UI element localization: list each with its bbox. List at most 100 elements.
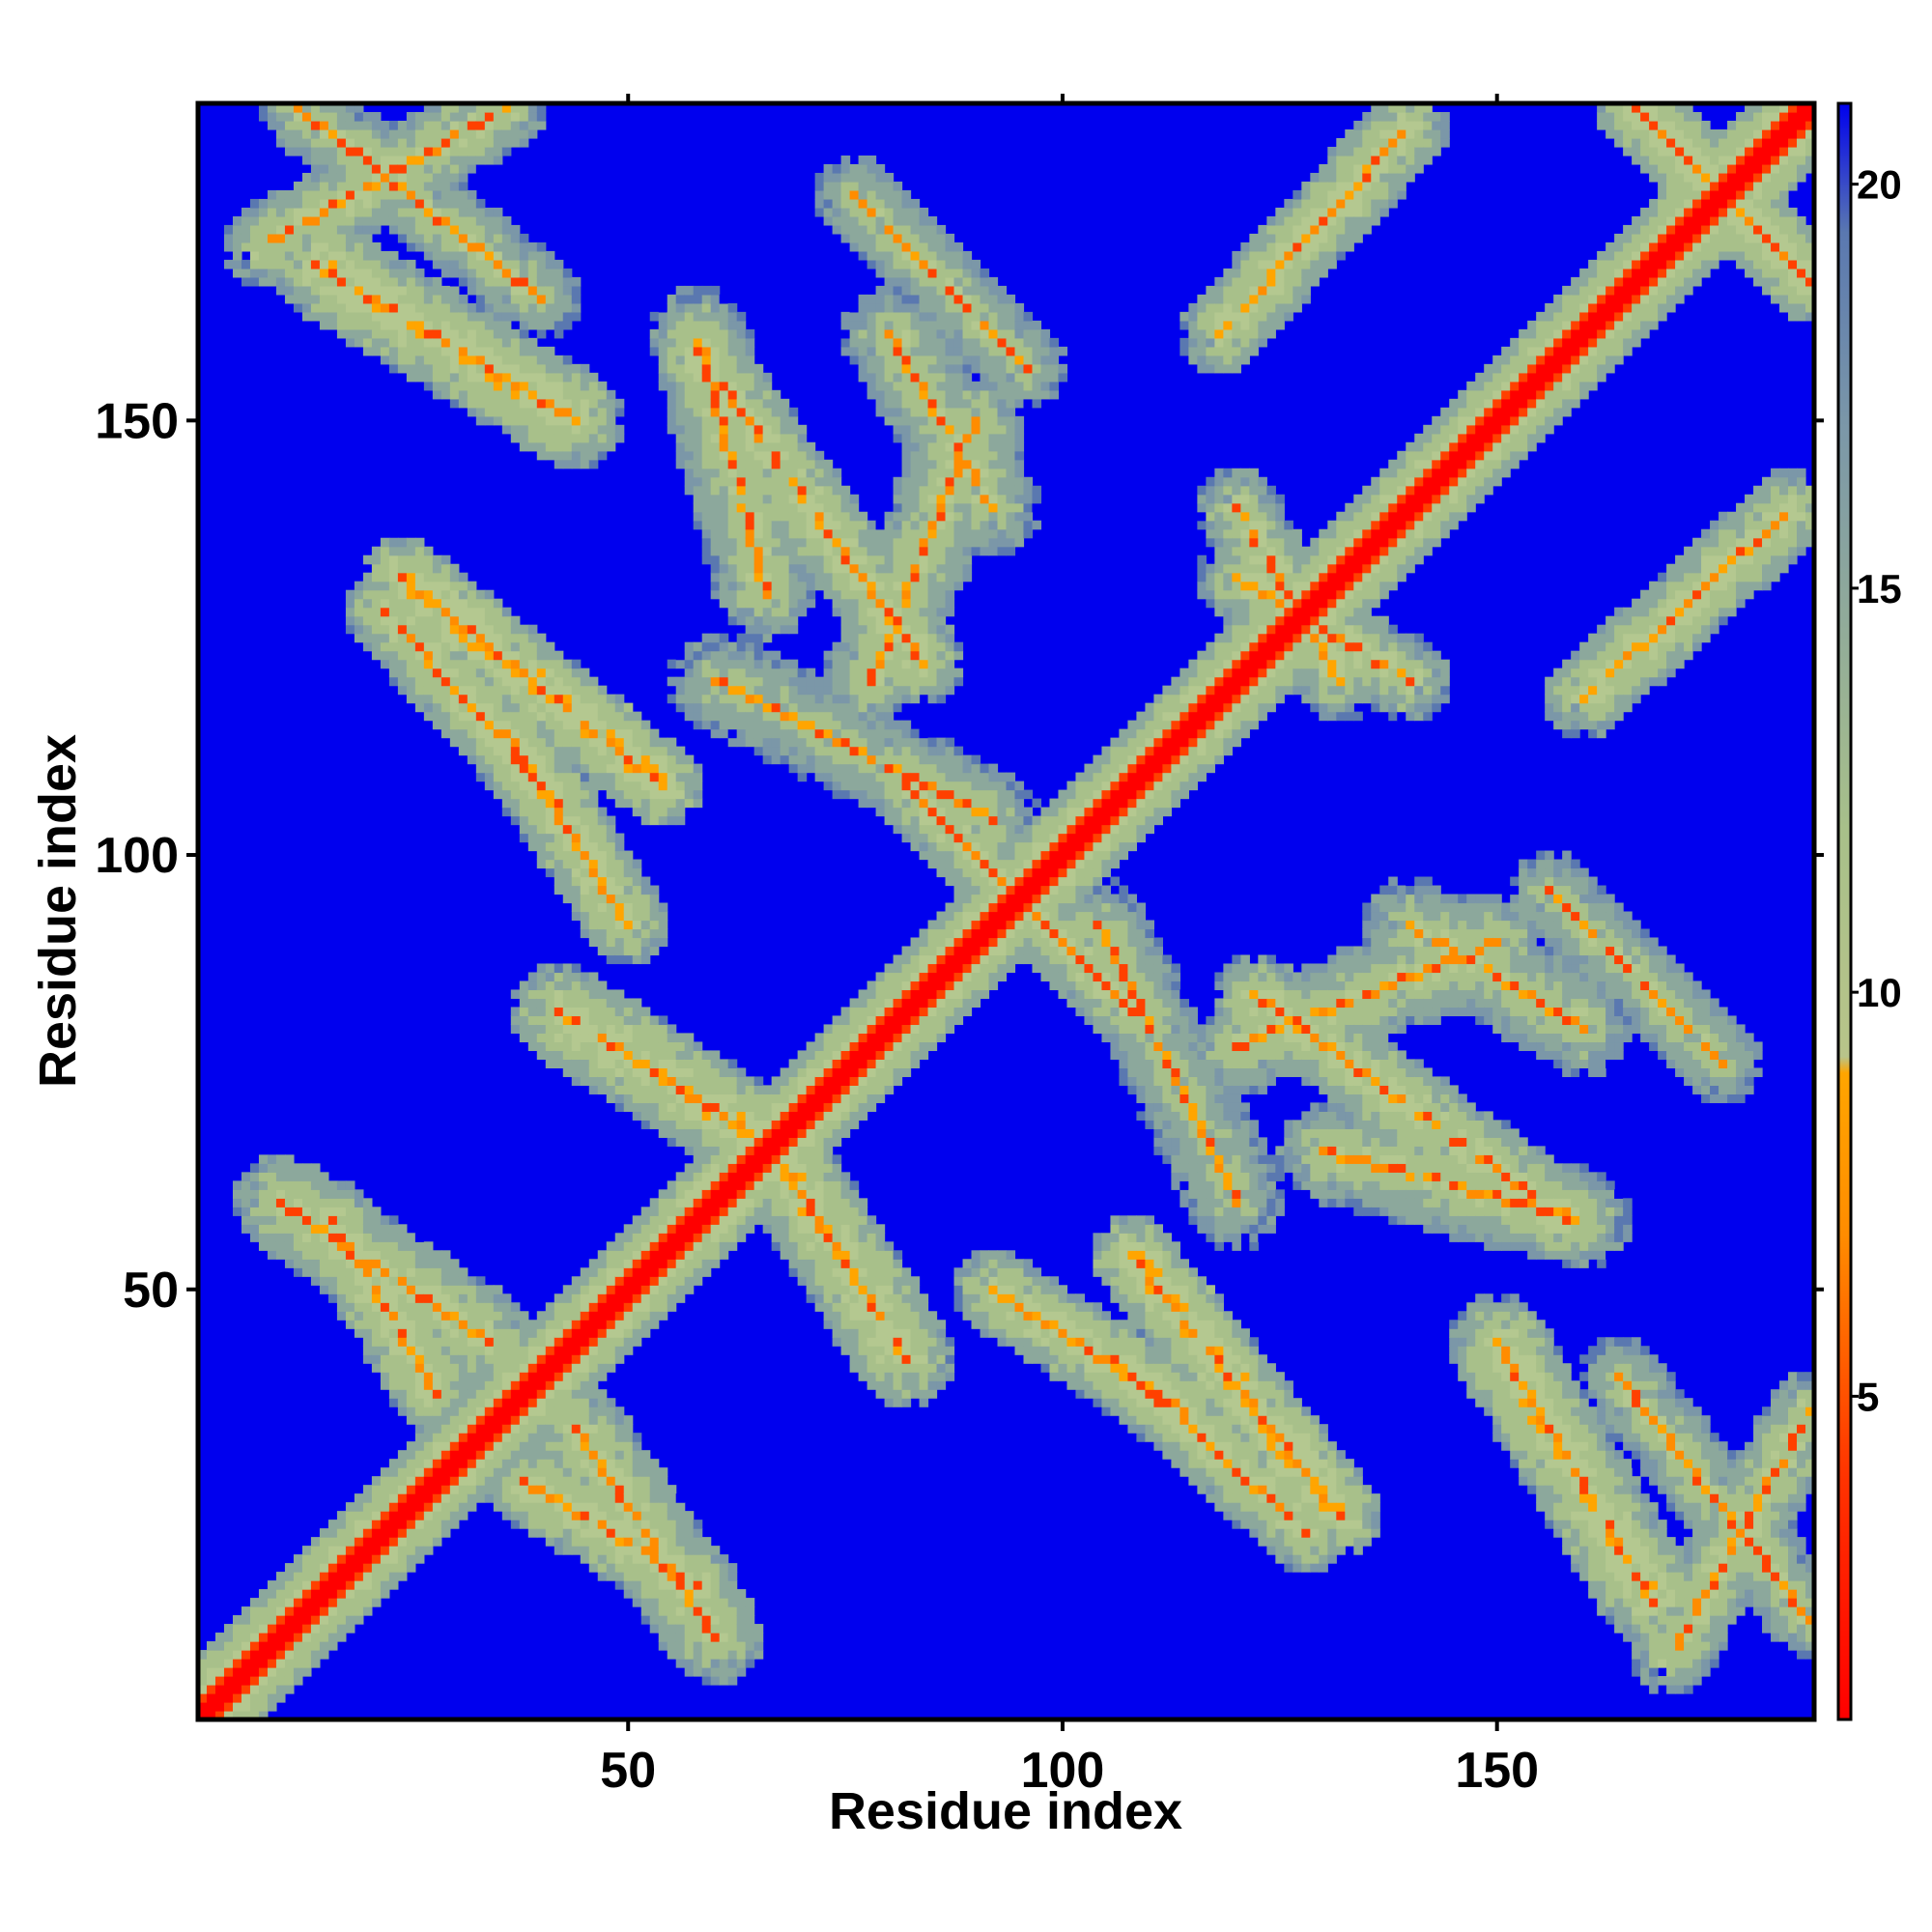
heatmap-cell bbox=[362, 163, 373, 174]
heatmap-cell bbox=[362, 268, 373, 278]
heatmap-cell bbox=[580, 1293, 590, 1303]
heatmap-cell bbox=[519, 720, 529, 730]
heatmap-cell bbox=[614, 1354, 625, 1364]
heatmap-cell bbox=[719, 450, 729, 461]
heatmap-cell bbox=[527, 424, 538, 435]
heatmap-cell bbox=[449, 120, 460, 130]
heatmap-cell bbox=[519, 833, 529, 843]
heatmap-cell bbox=[814, 1102, 825, 1112]
heatmap-cell bbox=[797, 1233, 808, 1242]
heatmap-cell bbox=[493, 1320, 503, 1329]
heatmap-cell bbox=[814, 728, 825, 739]
heatmap-cell bbox=[649, 337, 660, 348]
heatmap-cell bbox=[580, 1015, 590, 1026]
heatmap-cell bbox=[327, 1606, 338, 1616]
heatmap-cell bbox=[214, 1650, 225, 1660]
heatmap-cell bbox=[571, 737, 582, 748]
heatmap-cell bbox=[658, 1198, 668, 1208]
heatmap-cell bbox=[397, 146, 408, 156]
heatmap-cell bbox=[319, 233, 329, 243]
heatmap-cell bbox=[484, 1372, 495, 1381]
heatmap-cell bbox=[293, 128, 303, 139]
heatmap-cell bbox=[397, 259, 408, 270]
heatmap-cell bbox=[814, 581, 825, 591]
heatmap-cell bbox=[275, 1667, 286, 1677]
heatmap-cell bbox=[545, 685, 555, 696]
heatmap-cell bbox=[753, 711, 764, 722]
heatmap-cell bbox=[797, 1207, 808, 1216]
heatmap-cell bbox=[554, 285, 564, 296]
heatmap-cell bbox=[267, 1659, 277, 1668]
heatmap-cell bbox=[267, 242, 277, 252]
heatmap-cell bbox=[571, 1467, 582, 1477]
heatmap-cell bbox=[727, 1589, 738, 1599]
heatmap-cell bbox=[458, 1267, 469, 1277]
heatmap-cell bbox=[649, 789, 660, 800]
heatmap-cell bbox=[797, 1259, 808, 1268]
heatmap-cell bbox=[527, 1406, 538, 1416]
heatmap-cell bbox=[771, 1215, 781, 1225]
heatmap-cell bbox=[440, 181, 451, 191]
heatmap-cell bbox=[753, 589, 764, 600]
heatmap-cell bbox=[562, 833, 573, 843]
heatmap-cell bbox=[388, 650, 399, 661]
heatmap-cell bbox=[493, 728, 503, 739]
heatmap-cell bbox=[493, 311, 503, 322]
heatmap-cell bbox=[284, 1572, 295, 1581]
heatmap-cell bbox=[727, 572, 738, 582]
heatmap-cell bbox=[719, 320, 729, 330]
heatmap-cell bbox=[536, 1511, 547, 1520]
heatmap-cell bbox=[623, 1015, 634, 1026]
heatmap-cell bbox=[345, 1293, 355, 1303]
heatmap-cell bbox=[475, 224, 486, 235]
heatmap-cell bbox=[736, 546, 747, 556]
heatmap-cell bbox=[423, 103, 434, 113]
heatmap-cell bbox=[727, 1102, 738, 1112]
heatmap-cell bbox=[301, 1563, 312, 1573]
heatmap-cell bbox=[710, 1198, 721, 1208]
heatmap-cell bbox=[501, 781, 512, 791]
heatmap-cell bbox=[554, 668, 564, 678]
heatmap-cell bbox=[606, 441, 616, 452]
heatmap-cell bbox=[658, 1241, 668, 1251]
heatmap-cell bbox=[458, 702, 469, 713]
heatmap-cell bbox=[667, 1598, 677, 1607]
heatmap-cell bbox=[362, 572, 373, 582]
heatmap-cell bbox=[310, 1207, 321, 1216]
heatmap-cell bbox=[753, 598, 764, 609]
heatmap-cell bbox=[380, 624, 390, 635]
heatmap-cell bbox=[614, 694, 625, 704]
heatmap-cell bbox=[223, 1693, 234, 1703]
heatmap-cell bbox=[727, 1633, 738, 1642]
heatmap-cell bbox=[562, 1459, 573, 1468]
heatmap-cell bbox=[371, 346, 382, 356]
heatmap-cell bbox=[284, 1224, 295, 1234]
heatmap-cell bbox=[701, 415, 712, 426]
heatmap-cell bbox=[536, 346, 547, 356]
heatmap-cell bbox=[388, 1520, 399, 1529]
heatmap-cell bbox=[293, 1580, 303, 1590]
heatmap-cell bbox=[701, 294, 712, 304]
heatmap-cell bbox=[684, 1520, 695, 1529]
heatmap-cell bbox=[475, 668, 486, 678]
heatmap-cell bbox=[658, 1102, 668, 1112]
heatmap-cell bbox=[762, 598, 773, 609]
heatmap-cell bbox=[467, 685, 477, 696]
heatmap-cell bbox=[440, 128, 451, 139]
heatmap-cell bbox=[658, 1537, 668, 1547]
heatmap-cell bbox=[614, 954, 625, 965]
heatmap-cell bbox=[780, 476, 790, 487]
heatmap-cell bbox=[710, 1606, 721, 1616]
heatmap-cell bbox=[458, 1459, 469, 1468]
heatmap-cell bbox=[771, 1120, 781, 1129]
heatmap-cell bbox=[684, 1241, 695, 1251]
heatmap-cell bbox=[354, 1241, 364, 1251]
heatmap-cell bbox=[380, 1250, 390, 1260]
heatmap-cell bbox=[467, 1337, 477, 1347]
heatmap-cell bbox=[380, 128, 390, 139]
heatmap-cell bbox=[658, 355, 668, 365]
heatmap-cell bbox=[719, 668, 729, 678]
heatmap-cell bbox=[675, 1606, 686, 1616]
heatmap-cell bbox=[554, 781, 564, 791]
heatmap-cell bbox=[527, 650, 538, 661]
